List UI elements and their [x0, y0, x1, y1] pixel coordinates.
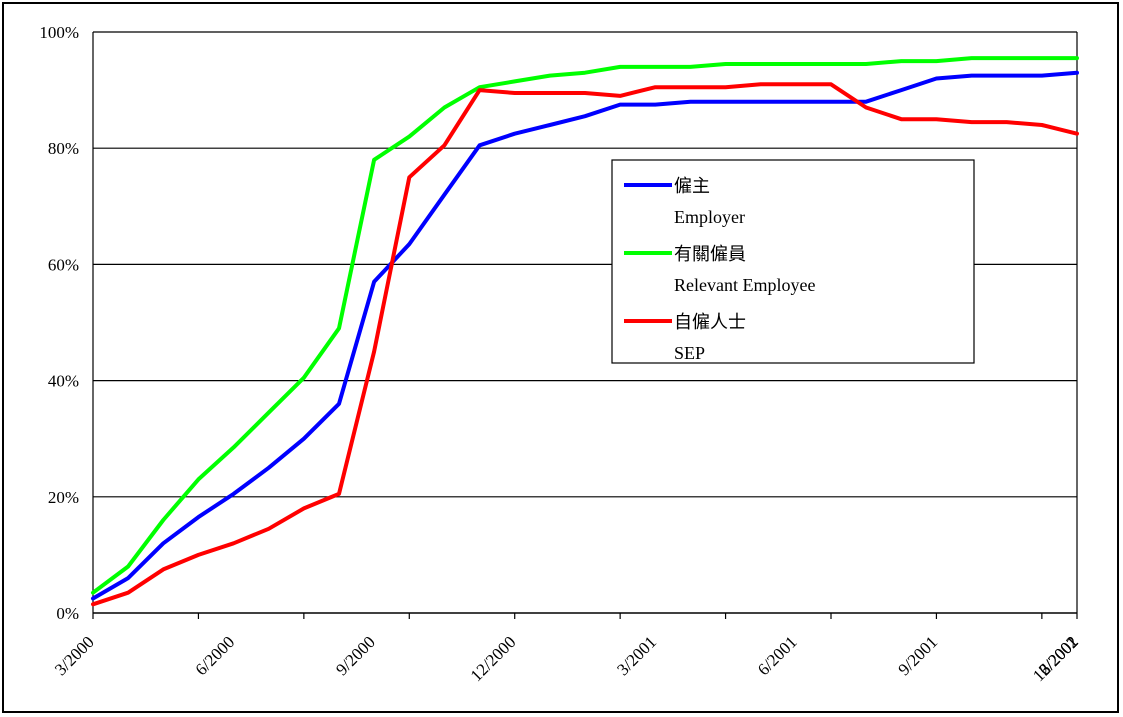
series-lines [91, 56, 1079, 607]
series-line [91, 70, 1079, 601]
y-tick-label: 0% [56, 604, 79, 623]
legend-label: 有關僱員 [674, 244, 746, 264]
legend: 僱主 Employer 有關僱員 Relevant Employee 自僱人士 SEP [611, 159, 975, 364]
legend-box [611, 159, 975, 364]
legend-label-en: Employer [674, 207, 745, 227]
y-tick-label: 60% [48, 255, 79, 274]
y-tick-label: 100% [39, 23, 79, 42]
x-tick-label: 9/2000 [332, 632, 379, 679]
y-tick-label: 20% [48, 488, 79, 507]
gridlines [93, 31, 1077, 498]
x-tick-label: 6/2002 [1035, 632, 1082, 679]
legend-label: 僱主 [674, 176, 710, 196]
legend-label-en: Relevant Employee [674, 275, 815, 295]
legend-label-en: SEP [674, 343, 705, 363]
x-tick-label: 3/2000 [51, 632, 98, 679]
x-tick-label: 6/2000 [192, 632, 239, 679]
x-tick-label: 3/2001 [613, 632, 660, 679]
series-line [91, 82, 1079, 607]
y-tick-label: 80% [48, 139, 79, 158]
series-line [91, 56, 1079, 595]
legend-label: 自僱人士 [674, 312, 746, 332]
x-tick-label: 9/2001 [894, 632, 941, 679]
x-tick-label: 12/2000 [467, 632, 520, 685]
y-tick-label: 40% [48, 372, 79, 391]
x-tick-label: 6/2001 [754, 632, 801, 679]
